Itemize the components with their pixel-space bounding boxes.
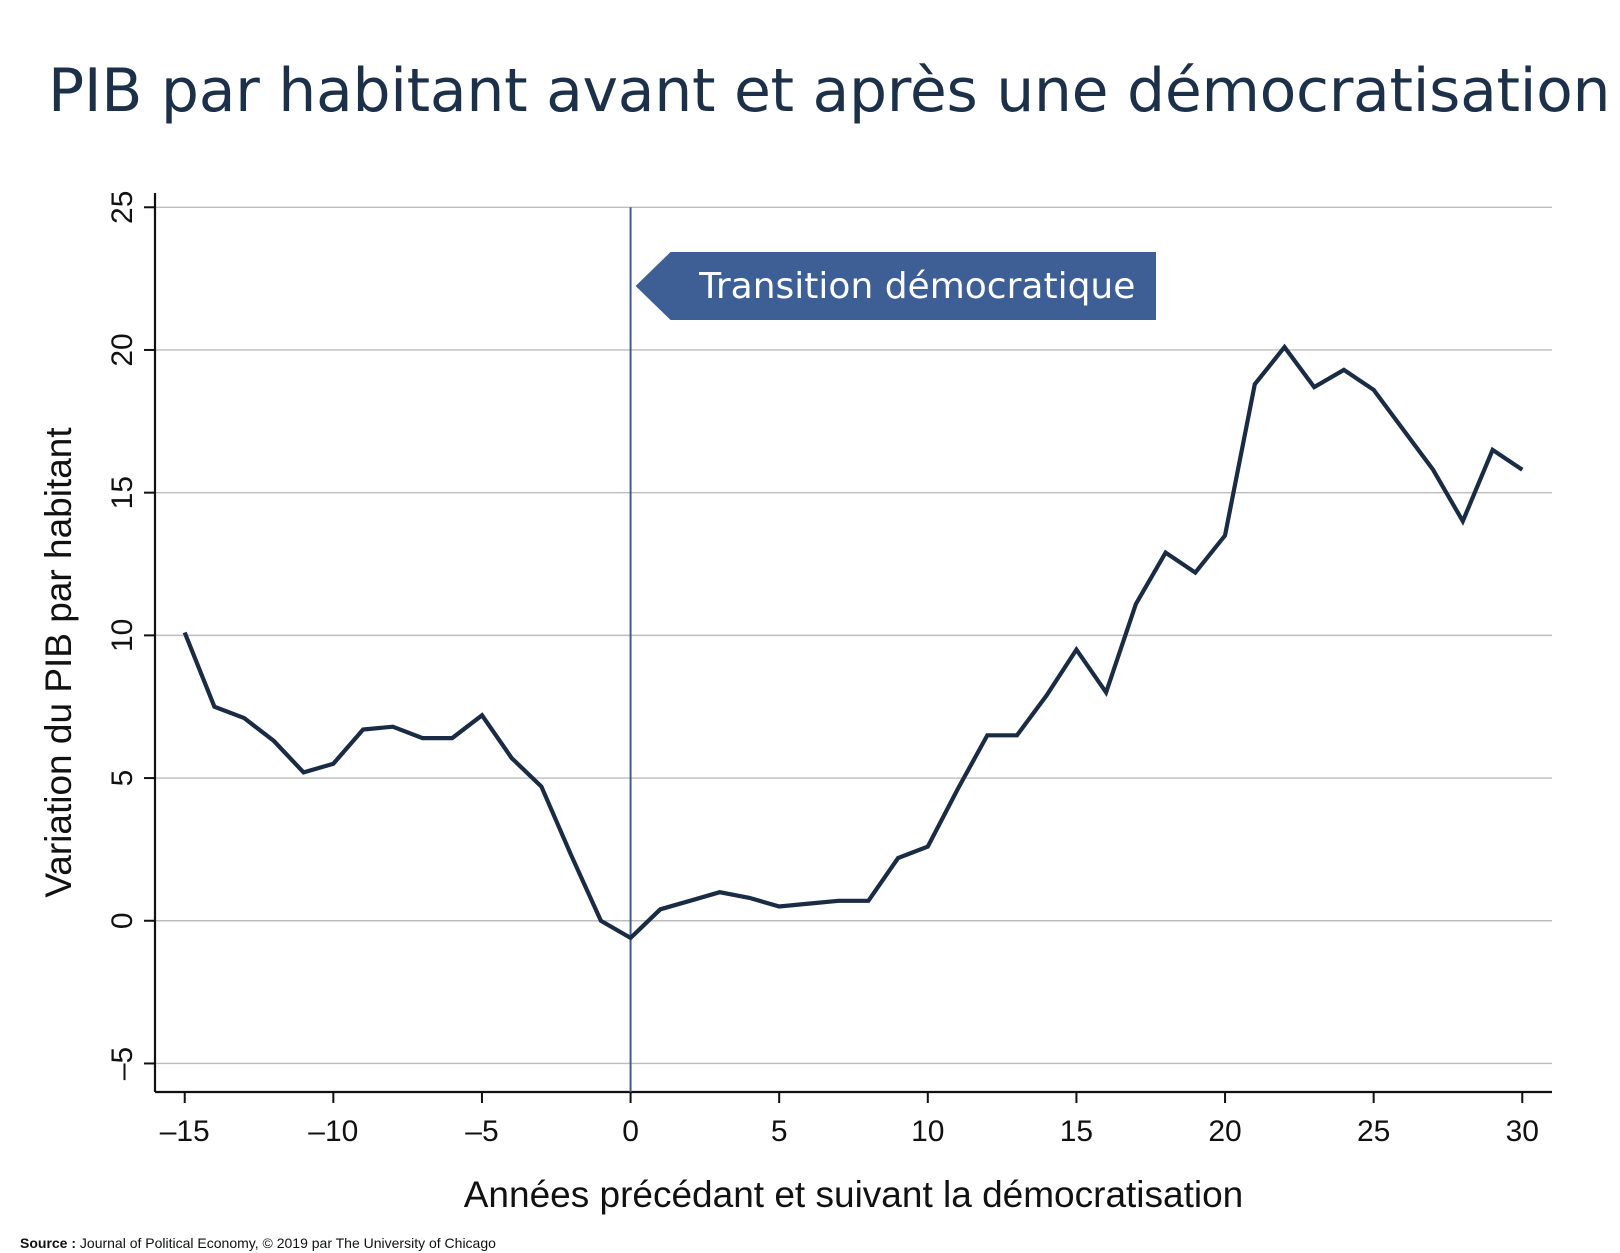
x-axis-title: Années précédant et suivant la démocrati…	[464, 1174, 1244, 1215]
x-tick-label: 15	[1060, 1115, 1093, 1148]
axes	[144, 193, 1552, 1103]
x-tick-label: –15	[160, 1115, 210, 1148]
y-tick-label: 20	[106, 333, 139, 366]
x-tick-label: 30	[1506, 1115, 1539, 1148]
source-note: Source : Journal of Political Economy, ©…	[20, 1235, 496, 1251]
x-tick-label: 25	[1357, 1115, 1390, 1148]
y-tick-label: 10	[106, 619, 139, 652]
annotation-arrow-box	[635, 252, 1156, 320]
y-tick-label: 25	[106, 191, 139, 224]
y-tick-label: 0	[106, 912, 139, 929]
x-tick-label: 20	[1208, 1115, 1241, 1148]
x-tick-label: 5	[771, 1115, 788, 1148]
gridlines	[155, 206, 1552, 1065]
transition-marker: Transition démocratique	[629, 207, 1156, 1092]
y-tick-label: 5	[106, 770, 139, 787]
y-axis-title: Variation du PIB par habitant	[38, 427, 79, 898]
x-tick-label: –10	[308, 1115, 358, 1148]
series-line	[182, 343, 1524, 941]
axis-labels: Années précédant et suivant la démocrati…	[38, 427, 1243, 1215]
source-label: Source :	[20, 1235, 77, 1251]
tick-labels: –5 0 5 10 15 20 25 –15 –10 –5 0 5 10 15 20 25 30	[106, 191, 1539, 1148]
x-tick-label: –5	[465, 1115, 498, 1148]
annotation-label: Transition démocratique	[698, 266, 1135, 307]
x-tick-label: 10	[911, 1115, 944, 1148]
y-tick-label: 15	[106, 476, 139, 509]
chart-title: PIB par habitant avant et après une démo…	[48, 56, 1611, 126]
series	[182, 343, 1524, 941]
y-tick-label: –5	[106, 1047, 139, 1080]
x-tick-label: 0	[622, 1115, 639, 1148]
source-text: Journal of Political Economy, © 2019 par…	[79, 1235, 496, 1251]
